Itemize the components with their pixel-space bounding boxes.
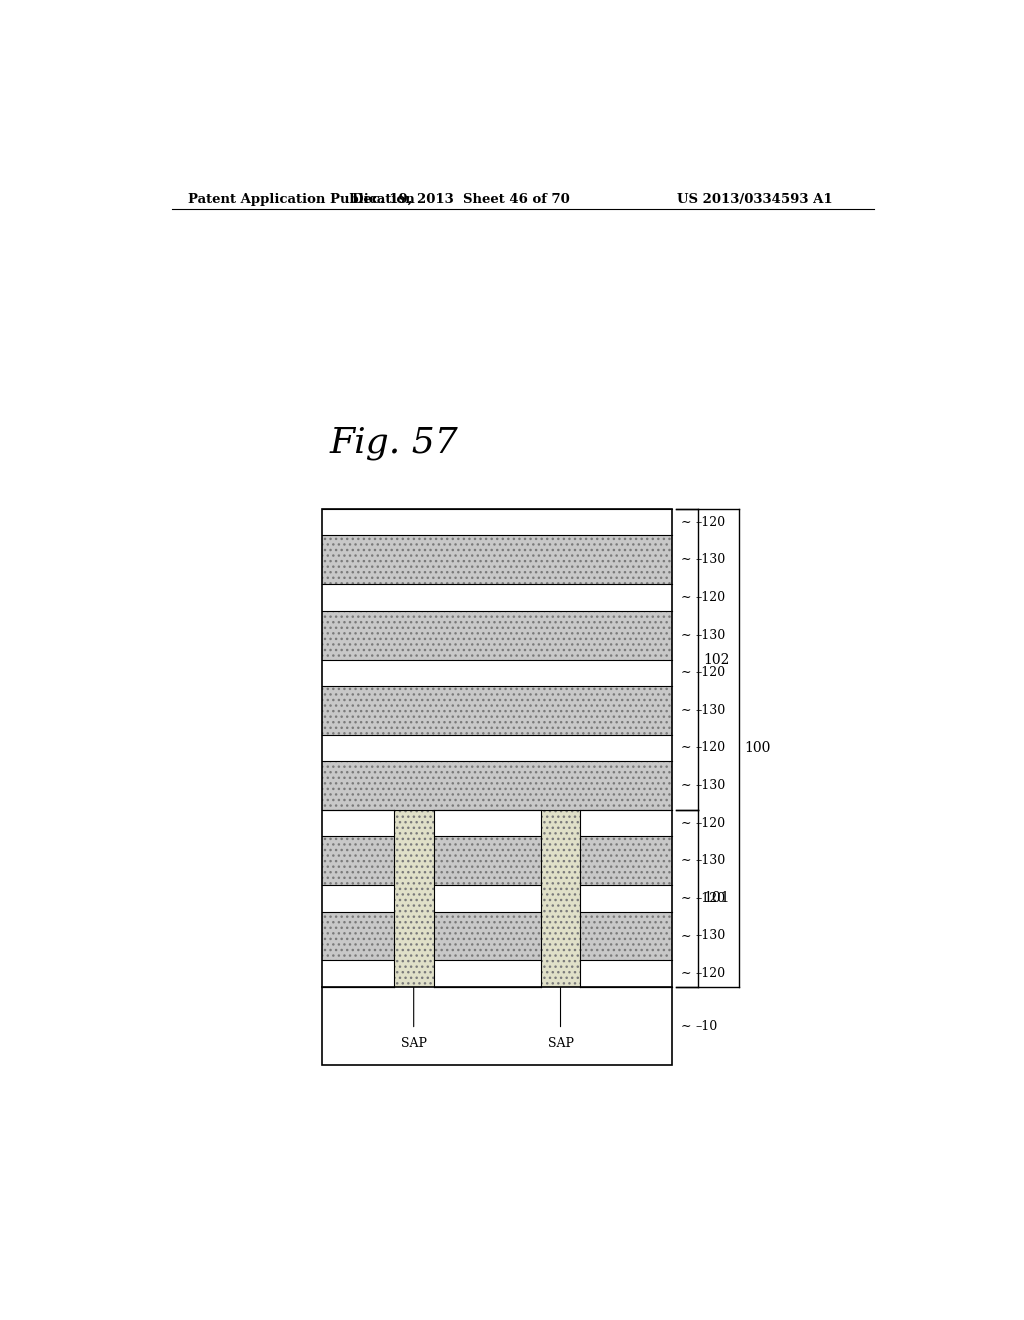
Text: –120: –120 xyxy=(695,742,726,755)
Bar xyxy=(323,837,394,886)
Text: 101: 101 xyxy=(703,891,730,906)
Bar xyxy=(433,837,541,886)
Text: ∼: ∼ xyxy=(681,667,691,680)
Bar xyxy=(323,536,672,585)
Bar xyxy=(323,510,672,1065)
Text: ∼: ∼ xyxy=(681,742,691,755)
Text: –120: –120 xyxy=(695,516,726,529)
Bar xyxy=(581,912,672,961)
Bar xyxy=(581,912,672,961)
Text: –120: –120 xyxy=(695,968,726,981)
Text: Patent Application Publication: Patent Application Publication xyxy=(187,193,415,206)
Text: –130: –130 xyxy=(695,779,726,792)
Text: ∼: ∼ xyxy=(681,516,691,529)
Text: ∼: ∼ xyxy=(681,968,691,981)
Bar xyxy=(433,837,541,886)
Text: –120: –120 xyxy=(695,892,726,906)
Text: –120: –120 xyxy=(695,667,726,680)
Text: 102: 102 xyxy=(703,652,730,667)
Bar xyxy=(581,837,672,886)
Bar xyxy=(433,912,541,961)
Text: ∼: ∼ xyxy=(681,628,691,642)
Bar xyxy=(323,510,672,1065)
Bar xyxy=(323,762,672,810)
Text: –120: –120 xyxy=(695,817,726,830)
Text: ∼: ∼ xyxy=(681,591,691,605)
Bar xyxy=(323,762,672,810)
Text: –130: –130 xyxy=(695,854,726,867)
Bar xyxy=(323,611,672,660)
Text: US 2013/0334593 A1: US 2013/0334593 A1 xyxy=(677,193,833,206)
Bar xyxy=(323,686,672,735)
Text: –120: –120 xyxy=(695,591,726,605)
Bar xyxy=(323,912,394,961)
Bar xyxy=(323,837,394,886)
Text: –130: –130 xyxy=(695,628,726,642)
Text: –130: –130 xyxy=(695,704,726,717)
Text: ∼: ∼ xyxy=(681,779,691,792)
Bar xyxy=(394,810,433,987)
Text: Fig. 57: Fig. 57 xyxy=(330,426,458,459)
Text: Dec. 19, 2013  Sheet 46 of 70: Dec. 19, 2013 Sheet 46 of 70 xyxy=(352,193,570,206)
Text: ∼: ∼ xyxy=(681,817,691,830)
Text: ∼: ∼ xyxy=(681,1020,691,1034)
Bar xyxy=(433,912,541,961)
Text: SAP: SAP xyxy=(400,1036,427,1049)
Bar xyxy=(323,912,394,961)
Text: ∼: ∼ xyxy=(681,553,691,566)
Bar xyxy=(541,810,581,987)
Bar xyxy=(323,536,672,585)
Text: –130: –130 xyxy=(695,553,726,566)
Text: ∼: ∼ xyxy=(681,892,691,906)
Text: ∼: ∼ xyxy=(681,929,691,942)
Text: ∼: ∼ xyxy=(681,854,691,867)
Text: SAP: SAP xyxy=(548,1036,573,1049)
Text: –130: –130 xyxy=(695,929,726,942)
Text: 100: 100 xyxy=(744,741,771,755)
Bar xyxy=(323,686,672,735)
Bar xyxy=(323,611,672,660)
Text: –10: –10 xyxy=(695,1020,718,1034)
Bar xyxy=(541,810,581,987)
Text: ∼: ∼ xyxy=(681,704,691,717)
Bar xyxy=(394,810,433,987)
Bar xyxy=(581,837,672,886)
